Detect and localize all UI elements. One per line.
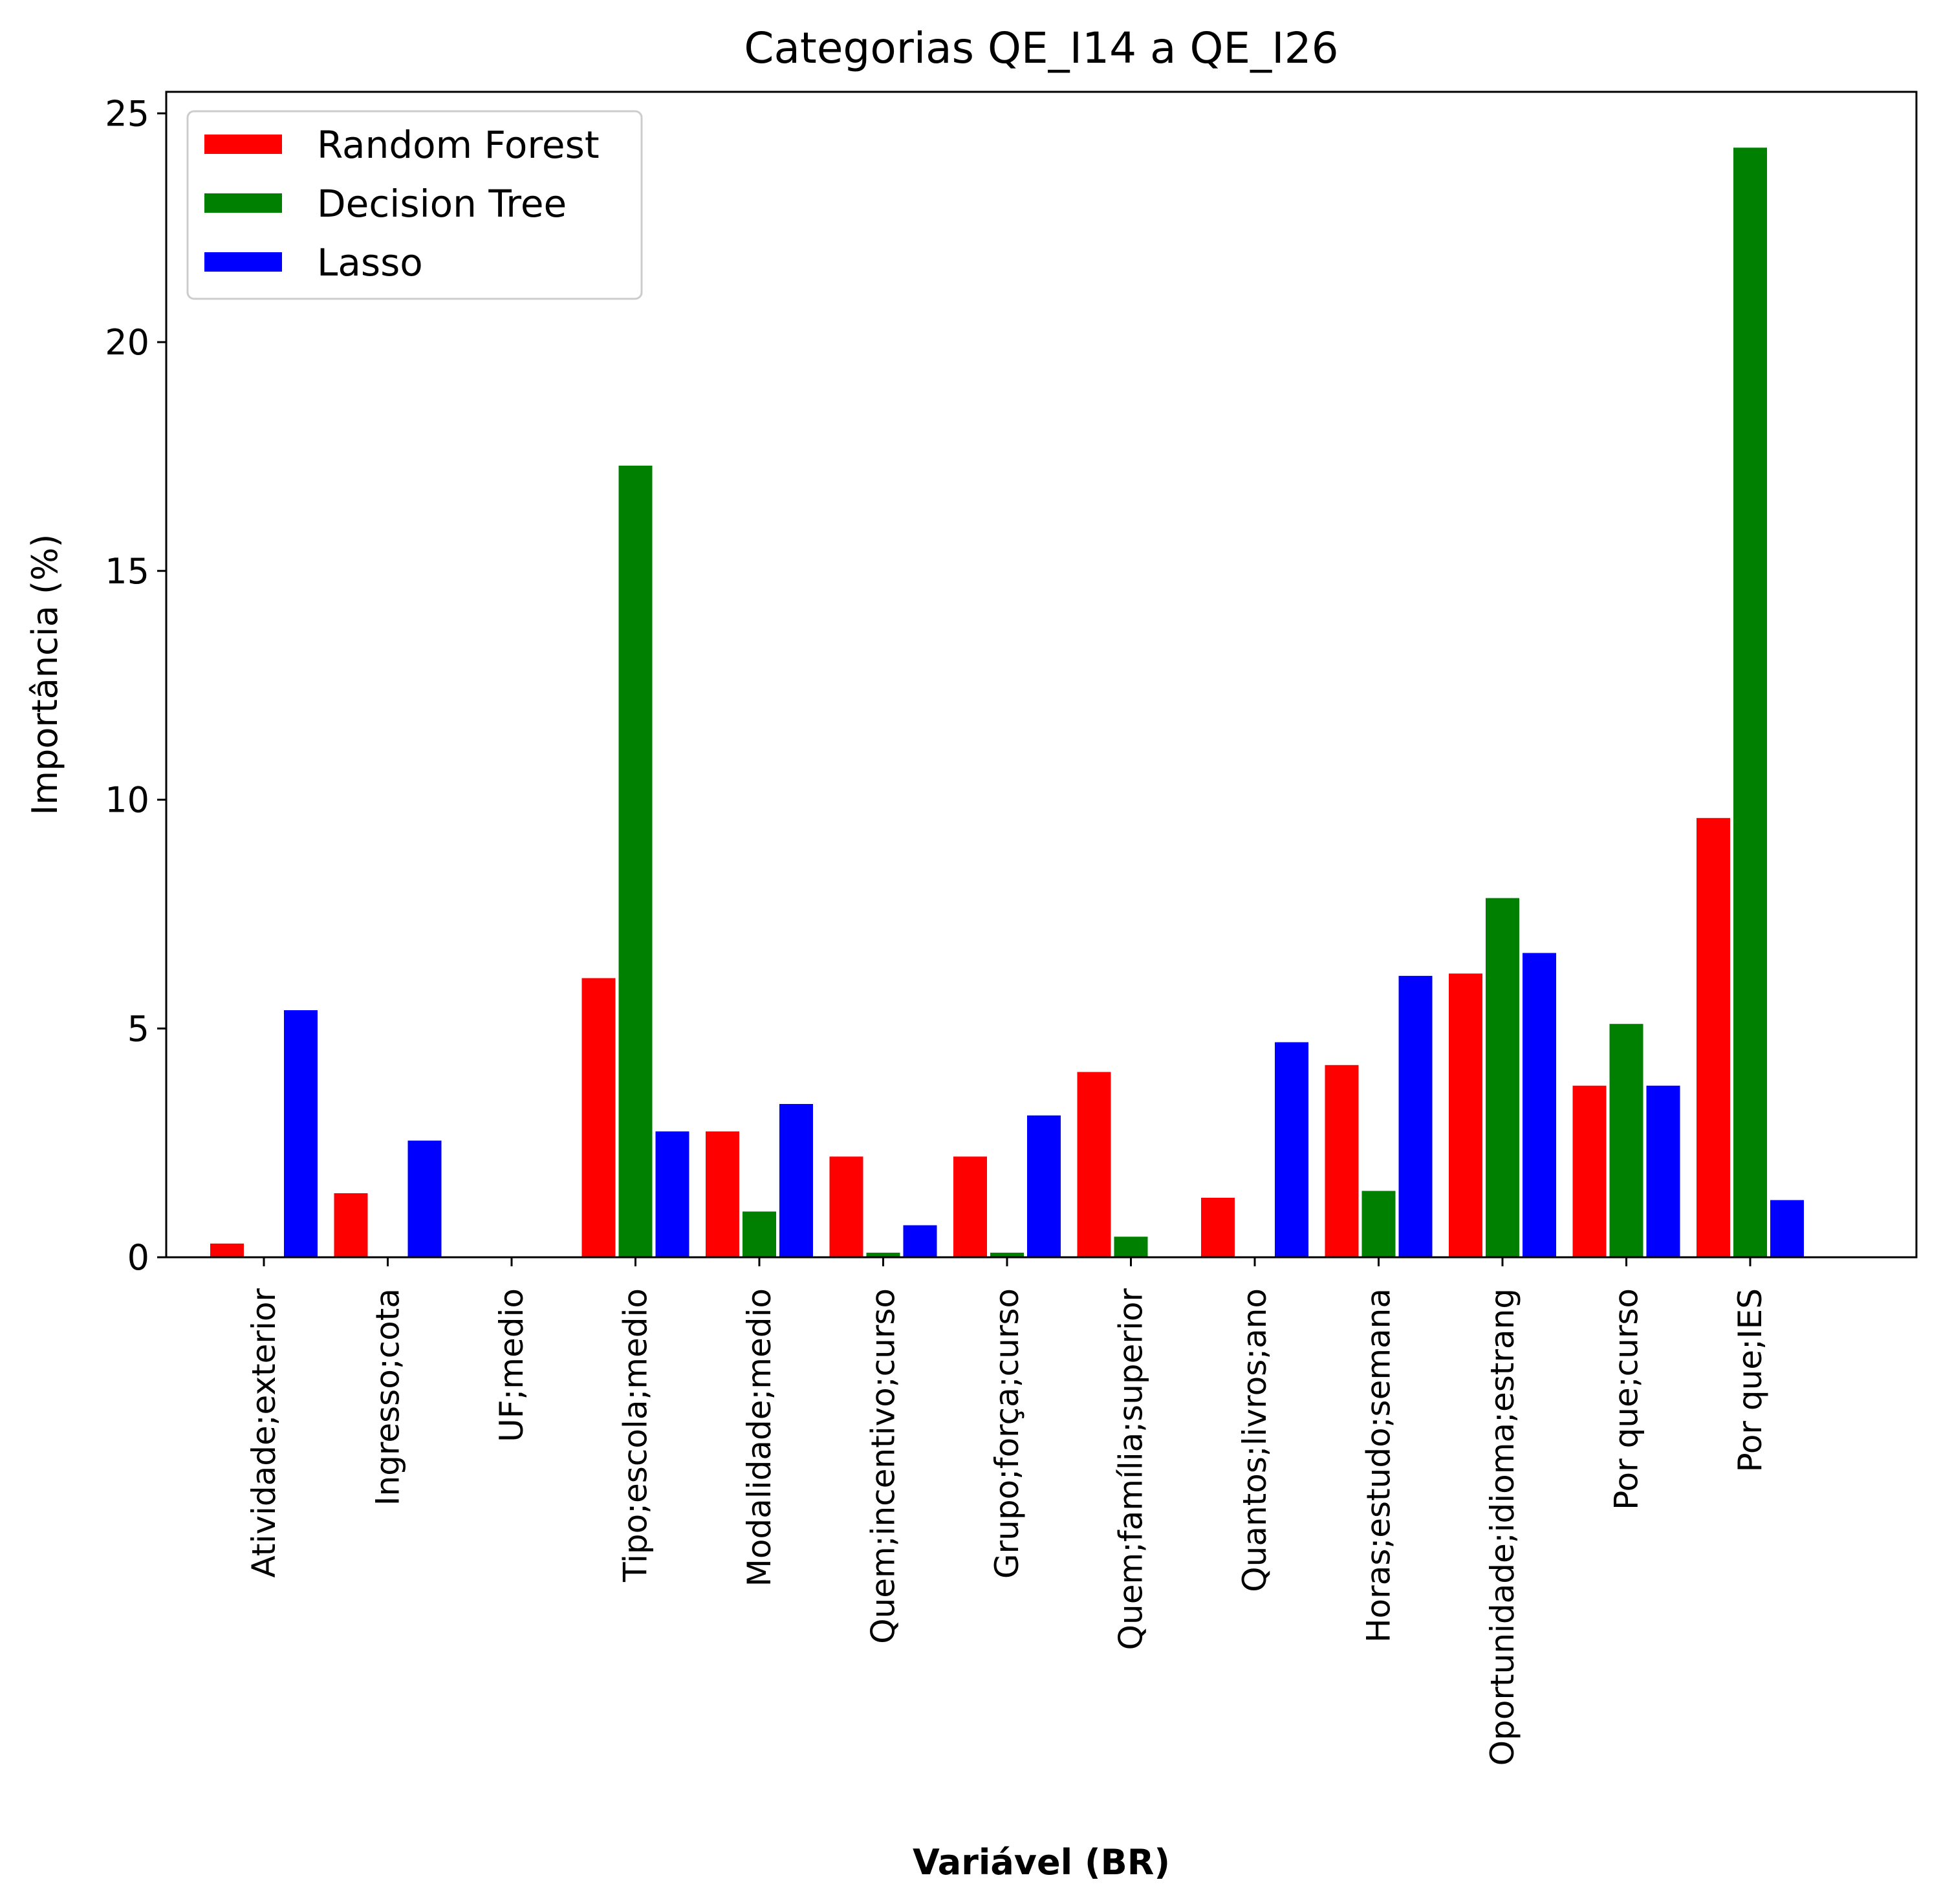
- legend: Random Forest Decision Tree Lasso: [186, 110, 643, 300]
- y-tick-label-25: 25: [105, 93, 149, 134]
- x-tick-label-por-que-curso: Por que;curso: [1608, 1288, 1645, 1510]
- y-axis: 0 5 10 15 20 25: [105, 93, 166, 1278]
- bar-lasso-grupo-forca-curso: [1027, 1115, 1061, 1257]
- legend-swatch-random-forest: [204, 135, 282, 154]
- x-tick-label-grupo-forca-curso: Grupo;força;curso: [988, 1288, 1026, 1579]
- x-tick-label-atividade-exterior: Atividade;exterior: [245, 1288, 283, 1578]
- x-tick-label-quem-familia-superior: Quem;família;superior: [1112, 1288, 1150, 1650]
- chart-title: Categorias QE_I14 a QE_I26: [744, 23, 1338, 73]
- x-tick-label-tipo-escola-medio: Tipo;escola;medio: [617, 1288, 655, 1583]
- bar-decision-tree-por-que-ies: [1733, 147, 1767, 1257]
- x-axis-label: Variável (BR): [913, 1842, 1170, 1883]
- y-axis-label: Importância (%): [25, 534, 65, 816]
- legend-label-decision-tree: Decision Tree: [317, 182, 567, 226]
- bar-lasso-horas-estudo-semana: [1398, 975, 1433, 1257]
- x-tick-label-uf-medio: UF;medio: [493, 1288, 530, 1442]
- x-axis: Atividade;exterior Ingresso;cota UF;medio T…: [245, 1257, 1769, 1766]
- bar-random-forest-quem-incentivo-curso: [829, 1156, 863, 1257]
- x-tick-label-por-que-ies: Por que;IES: [1731, 1288, 1769, 1473]
- legend-swatch-decision-tree: [204, 193, 282, 213]
- legend-label-lasso: Lasso: [317, 241, 423, 285]
- bar-random-forest-ingresso-cota: [334, 1193, 368, 1257]
- bar-random-forest-modalidade-medio: [706, 1131, 739, 1257]
- x-tick-label-oportunidade-idioma-estrang: Oportunidade;idioma;estrang: [1484, 1288, 1521, 1766]
- bar-random-forest-atividade-exterior: [210, 1243, 244, 1257]
- bar-random-forest-horas-estudo-semana: [1325, 1065, 1359, 1257]
- bar-lasso-por-que-curso: [1646, 1085, 1680, 1257]
- plot-frame: [165, 91, 1918, 1259]
- legend-swatch-lasso: [204, 252, 282, 272]
- bar-random-forest-por-que-curso: [1572, 1085, 1607, 1257]
- bar-random-forest-oportunidade-idioma-estrang: [1449, 973, 1482, 1257]
- bar-random-forest-tipo-escola-medio: [581, 978, 616, 1257]
- x-tick-label-quantos-livros-ano: Quantos;livros;ano: [1236, 1288, 1274, 1592]
- y-tick-label-20: 20: [105, 322, 149, 363]
- bar-lasso-por-que-ies: [1770, 1200, 1804, 1257]
- bar-random-forest-por-que-ies: [1697, 817, 1730, 1257]
- legend-label-random-forest: Random Forest: [317, 123, 600, 167]
- bar-lasso-ingresso-cota: [407, 1140, 442, 1257]
- y-tick-label-0: 0: [127, 1237, 149, 1278]
- bar-decision-tree-quem-incentivo-curso: [866, 1252, 900, 1257]
- bar-lasso-quantos-livros-ano: [1275, 1042, 1308, 1257]
- x-tick-label-horas-estudo-semana: Horas;estudo;semana: [1360, 1288, 1398, 1643]
- bar-lasso-modalidade-medio: [779, 1104, 813, 1257]
- y-tick-label-15: 15: [105, 551, 149, 592]
- bar-random-forest-grupo-forca-curso: [953, 1156, 987, 1257]
- y-tick-label-5: 5: [127, 1008, 149, 1049]
- bars: [210, 147, 1804, 1258]
- bar-random-forest-quem-familia-superior: [1077, 1072, 1111, 1257]
- legend-box: [186, 110, 643, 300]
- x-tick-label-quem-incentivo-curso: Quem;incentivo;curso: [865, 1288, 902, 1644]
- bar-lasso-oportunidade-idioma-estrang: [1523, 953, 1556, 1257]
- bar-decision-tree-oportunidade-idioma-estrang: [1486, 898, 1519, 1257]
- bar-decision-tree-modalidade-medio: [743, 1211, 776, 1258]
- x-tick-label-modalidade-medio: Modalidade;medio: [741, 1288, 778, 1586]
- x-tick-label-ingresso-cota: Ingresso;cota: [369, 1288, 407, 1506]
- y-tick-label-10: 10: [105, 780, 149, 821]
- bar-lasso-tipo-escola-medio: [655, 1131, 689, 1257]
- bar-decision-tree-grupo-forca-curso: [990, 1252, 1024, 1257]
- bar-decision-tree-quem-familia-superior: [1114, 1237, 1148, 1257]
- bar-lasso-quem-incentivo-curso: [903, 1225, 937, 1257]
- bar-decision-tree-tipo-escola-medio: [618, 466, 653, 1257]
- bar-decision-tree-horas-estudo-semana: [1361, 1191, 1396, 1257]
- bar-lasso-atividade-exterior: [284, 1010, 318, 1257]
- bar-decision-tree-por-que-curso: [1609, 1024, 1643, 1257]
- bar-random-forest-quantos-livros-ano: [1201, 1198, 1235, 1257]
